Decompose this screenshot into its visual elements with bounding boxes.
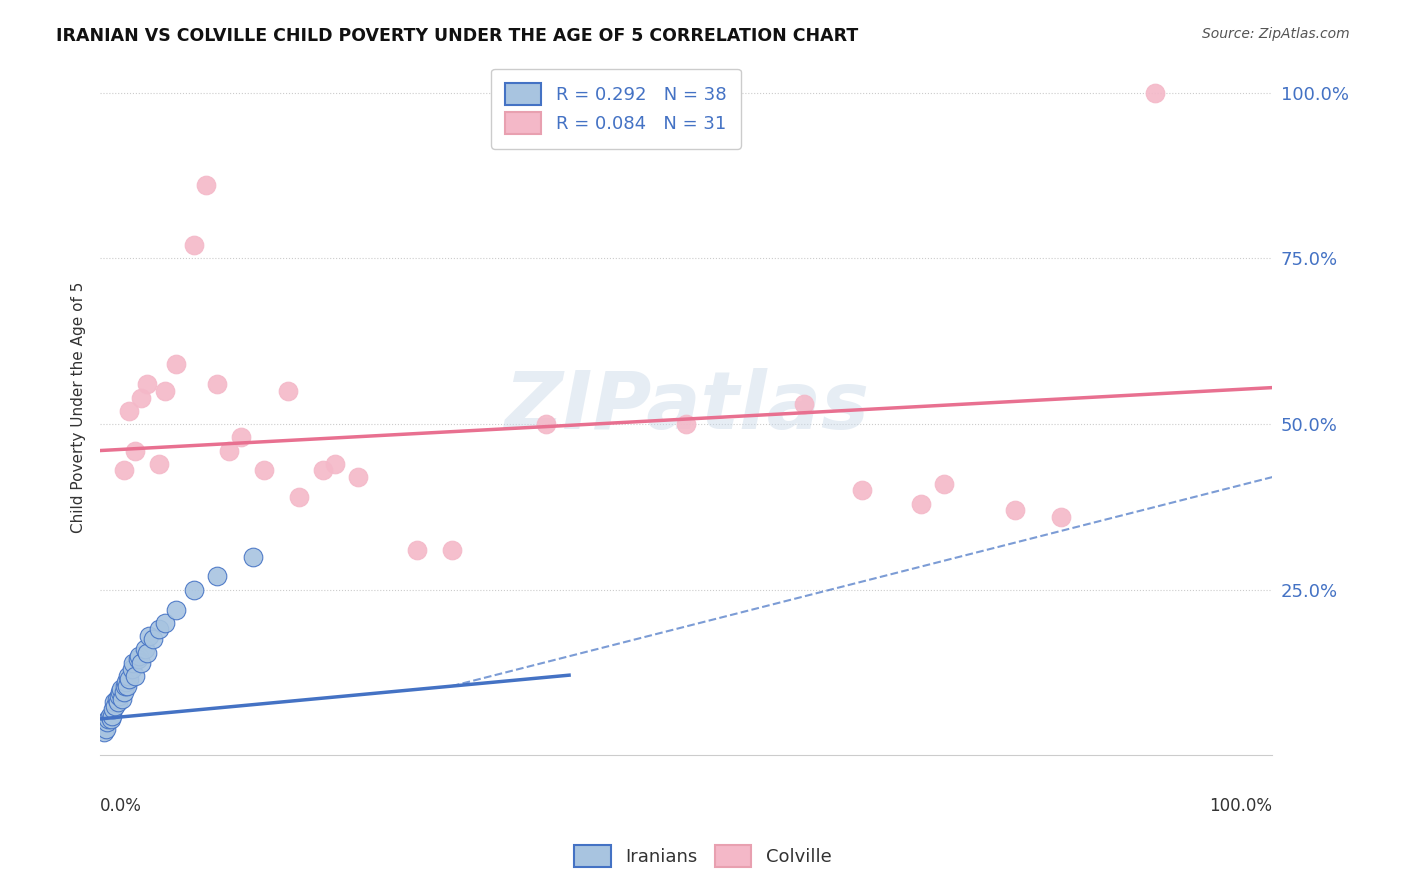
Point xyxy=(1004,503,1026,517)
Point xyxy=(104,698,127,713)
Point xyxy=(101,702,124,716)
Point xyxy=(851,483,873,498)
Point xyxy=(793,397,815,411)
Legend: Iranians, Colville: Iranians, Colville xyxy=(567,838,839,874)
Point xyxy=(153,615,176,630)
Point xyxy=(100,712,122,726)
Point xyxy=(440,543,463,558)
Point xyxy=(105,692,128,706)
Point xyxy=(111,692,134,706)
Point xyxy=(499,112,522,127)
Point xyxy=(127,652,149,666)
Point xyxy=(124,669,146,683)
Point xyxy=(124,443,146,458)
Point xyxy=(98,708,121,723)
Point xyxy=(96,715,118,730)
Point xyxy=(115,679,138,693)
Point xyxy=(118,404,141,418)
Y-axis label: Child Poverty Under the Age of 5: Child Poverty Under the Age of 5 xyxy=(72,282,86,533)
Point xyxy=(112,463,135,477)
Point xyxy=(103,695,125,709)
Point xyxy=(134,642,156,657)
Point xyxy=(229,430,252,444)
Point xyxy=(136,377,159,392)
Point xyxy=(288,490,311,504)
Point xyxy=(183,238,205,252)
Point xyxy=(136,646,159,660)
Point xyxy=(97,712,120,726)
Point xyxy=(108,685,131,699)
Point xyxy=(675,417,697,431)
Point xyxy=(165,602,187,616)
Point xyxy=(207,569,229,583)
Point xyxy=(1144,86,1167,100)
Point xyxy=(194,178,217,193)
Point xyxy=(121,662,143,676)
Text: IRANIAN VS COLVILLE CHILD POVERTY UNDER THE AGE OF 5 CORRELATION CHART: IRANIAN VS COLVILLE CHILD POVERTY UNDER … xyxy=(56,27,859,45)
Point xyxy=(115,675,138,690)
Text: 100.0%: 100.0% xyxy=(1209,797,1272,815)
Point xyxy=(165,358,187,372)
Point xyxy=(277,384,299,398)
Point xyxy=(207,377,229,392)
Point xyxy=(347,470,370,484)
Point xyxy=(128,648,150,663)
Point xyxy=(107,695,129,709)
Point xyxy=(934,476,956,491)
Point xyxy=(142,632,165,647)
Point xyxy=(323,457,346,471)
Point xyxy=(129,656,152,670)
Point xyxy=(148,457,170,471)
Point xyxy=(253,463,276,477)
Point xyxy=(910,497,932,511)
Point xyxy=(114,679,136,693)
Point xyxy=(129,391,152,405)
Point xyxy=(312,463,335,477)
Point xyxy=(148,623,170,637)
Point xyxy=(101,708,124,723)
Point xyxy=(138,629,160,643)
Point xyxy=(108,689,131,703)
Point xyxy=(117,669,139,683)
Point xyxy=(218,443,240,458)
Text: Source: ZipAtlas.com: Source: ZipAtlas.com xyxy=(1202,27,1350,41)
Point xyxy=(112,685,135,699)
Point xyxy=(1050,509,1073,524)
Point xyxy=(93,725,115,739)
Point xyxy=(118,672,141,686)
Point xyxy=(110,682,132,697)
Point xyxy=(183,582,205,597)
Point xyxy=(242,549,264,564)
Text: ZIPatlas: ZIPatlas xyxy=(503,368,869,447)
Point xyxy=(405,543,427,558)
Point xyxy=(122,656,145,670)
Point xyxy=(94,722,117,736)
Text: 0.0%: 0.0% xyxy=(100,797,142,815)
Legend: R = 0.292   N = 38, R = 0.084   N = 31: R = 0.292 N = 38, R = 0.084 N = 31 xyxy=(491,69,741,149)
Point xyxy=(153,384,176,398)
Point xyxy=(534,417,557,431)
